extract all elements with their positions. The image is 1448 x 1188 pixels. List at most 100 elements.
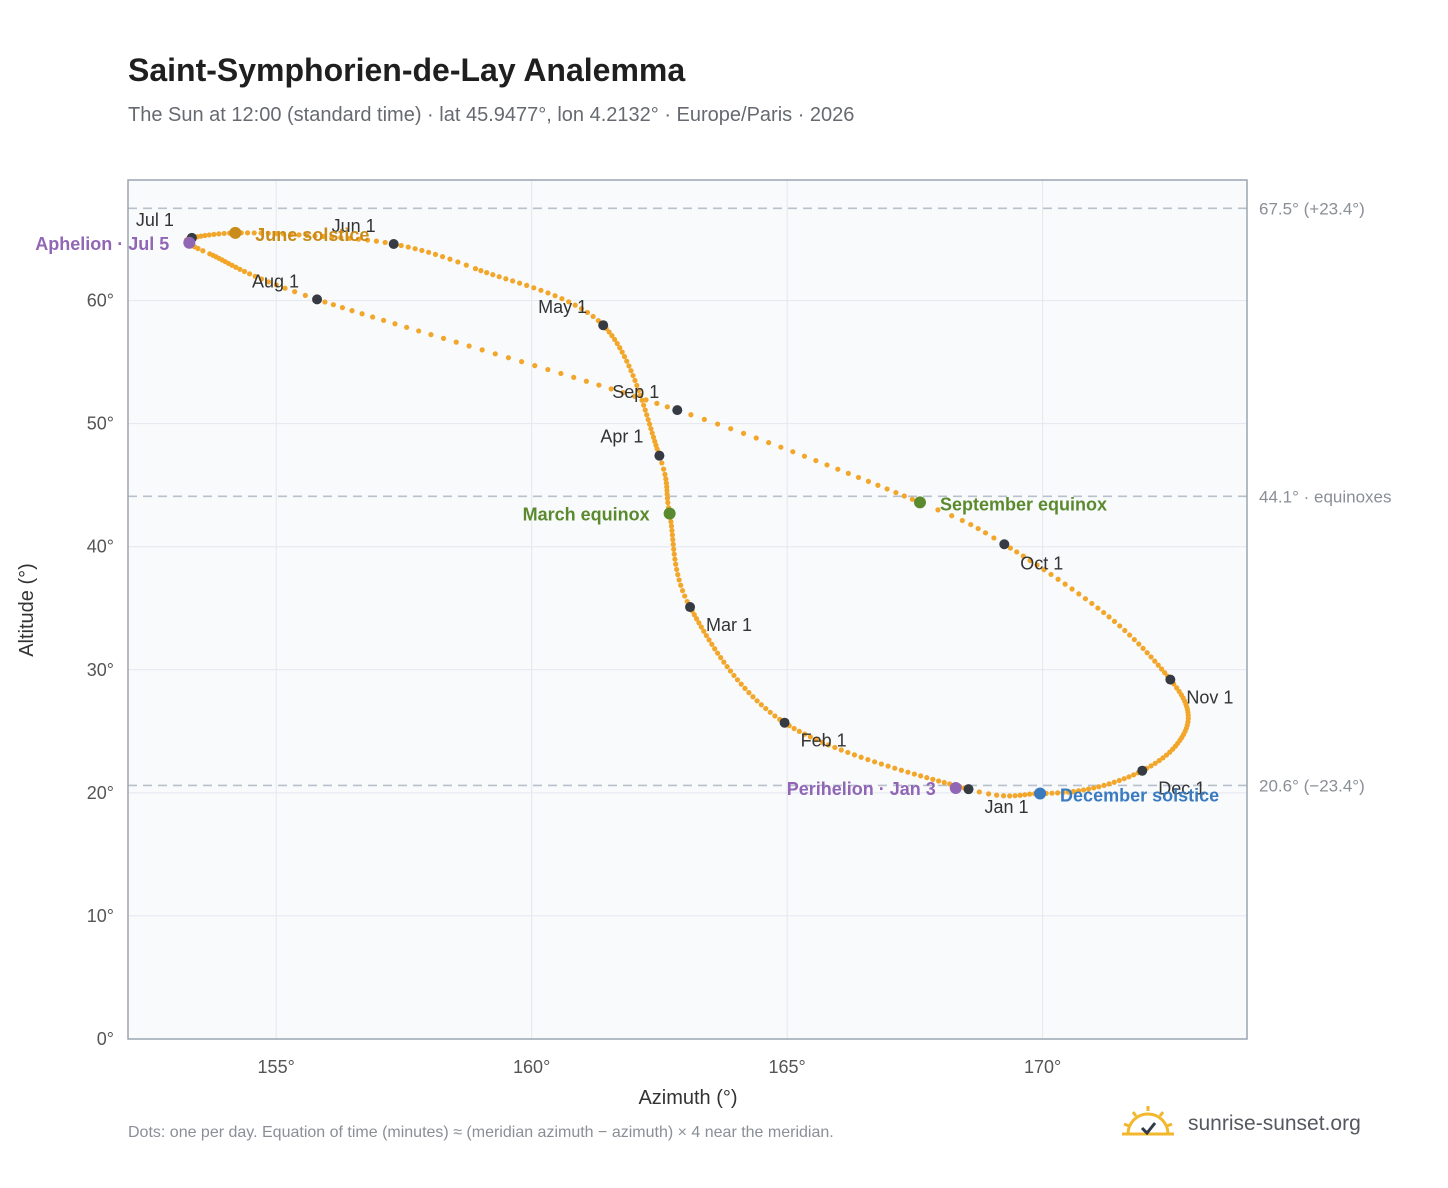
daily-sun-dot [706,637,712,643]
daily-sun-dot [858,754,864,760]
event-label: Aphelion · Jul 5 [35,234,169,254]
reference-lines: 67.5° (+23.4°) 44.1° · equinoxes 20.6° (−2… [128,199,1392,795]
daily-sun-dot [347,235,353,241]
x-tick-label: 170° [1024,1057,1061,1077]
daily-sun-dot [1091,785,1097,791]
daily-sun-dot [195,245,201,252]
daily-sun-dot [492,351,498,357]
daily-sun-dot [652,438,658,444]
x-axis-label: Azimuth (°) [638,1087,737,1109]
brand[interactable]: sunrise-sunset.org [1122,1104,1361,1144]
daily-sun-dot [612,336,618,343]
daily-sun-dot [578,306,585,312]
daily-sun-dot [532,363,538,369]
daily-sun-dot [265,279,272,285]
daily-sun-dot [1155,662,1161,668]
daily-sun-dot [552,293,558,299]
month-label: Mar 1 [706,615,752,635]
daily-sun-dot [619,349,625,355]
daily-sun-dot [671,546,677,552]
daily-sun-dot [251,230,257,236]
daily-sun-dot [1148,654,1154,660]
daily-sun-dot [901,493,907,499]
daily-sun-dot [994,792,1000,798]
daily-sun-dot [312,233,318,239]
daily-sun-dot [1075,788,1082,794]
event-label: Perihelion · Jan 3 [787,779,936,799]
daily-sun-dot [1131,636,1137,643]
month-dot [963,784,974,795]
daily-sun-dot [1055,576,1061,582]
daily-sun-dot [280,231,286,237]
x-tick-label: 155° [258,1057,295,1077]
daily-sun-dot [338,235,344,241]
daily-sun-dot [642,407,648,413]
y-tick-label: 40° [87,537,114,557]
daily-sun-dot [696,620,702,626]
daily-sun-dot [664,491,670,497]
month-dot [1165,674,1176,685]
daily-sun-dot [490,272,496,278]
daily-sun-dot [1060,789,1066,796]
daily-sun-dot [838,747,844,753]
daily-sun-dot [691,612,697,618]
daily-sun-dot [440,335,447,341]
event-dot [183,236,196,249]
daily-sun-dot [1127,632,1133,638]
month-label: Oct 1 [1020,553,1063,573]
month-dot [779,717,790,728]
event-label: September equinox [940,494,1107,514]
daily-sun-dot [909,496,915,502]
month-dot [654,450,665,461]
daily-sun-dot [712,646,718,652]
daily-sun-dot [273,282,279,288]
month-dot [598,320,609,331]
month-label: May 1 [538,297,587,317]
month-dot [388,238,399,249]
daily-sun-dot [447,256,453,262]
daily-sun-dot [428,332,434,338]
event-label: June solstice [255,225,369,245]
daily-sun-dot [1122,627,1128,634]
daily-sun-dot [1156,758,1162,764]
reference-line-label: 67.5° (+23.4°) [1259,199,1365,218]
month-label: Apr 1 [600,427,643,447]
daily-sun-dot [731,672,737,679]
daily-sun-dot [924,775,930,781]
page-title: Saint-Symphorien-de-Lay Analemma [128,52,686,88]
daily-sun-dot [851,752,858,758]
daily-sun-dot [478,268,484,274]
daily-sun-dot [727,668,734,674]
daily-sun-dot [1136,641,1142,647]
daily-sun-dot [584,309,591,316]
daily-sun-dot [1069,586,1075,592]
daily-sun-dot [1027,557,1033,564]
daily-sun-dot [510,278,516,284]
daily-sun-dot [382,239,388,246]
daily-sun-dot [791,725,797,732]
daily-sun-dot [1007,545,1013,551]
daily-sun-dot [1152,658,1158,664]
daily-sun-dot [233,264,239,270]
daily-sun-dot [216,231,222,237]
daily-sun-dot [665,500,671,506]
sun-logo-icon [1122,1106,1174,1136]
daily-sun-dot [292,289,298,295]
daily-sun-dot [503,276,509,282]
daily-sun-dot [637,392,643,398]
daily-sun-dot [819,739,825,745]
daily-sun-dot [606,329,612,335]
daily-sun-dot [646,421,653,427]
daily-sun-dot [1148,763,1154,769]
daily-sun-dot [975,525,981,532]
daily-sun-dot [678,582,684,588]
daily-sun-dot [898,767,904,773]
event-dot [949,781,962,794]
daily-sun-dot [639,397,645,403]
month-dot [685,602,696,613]
event-dot [913,496,926,509]
daily-sun-dot [419,247,425,254]
daily-sun-dot [200,248,206,254]
daily-sun-dot [1106,614,1112,620]
